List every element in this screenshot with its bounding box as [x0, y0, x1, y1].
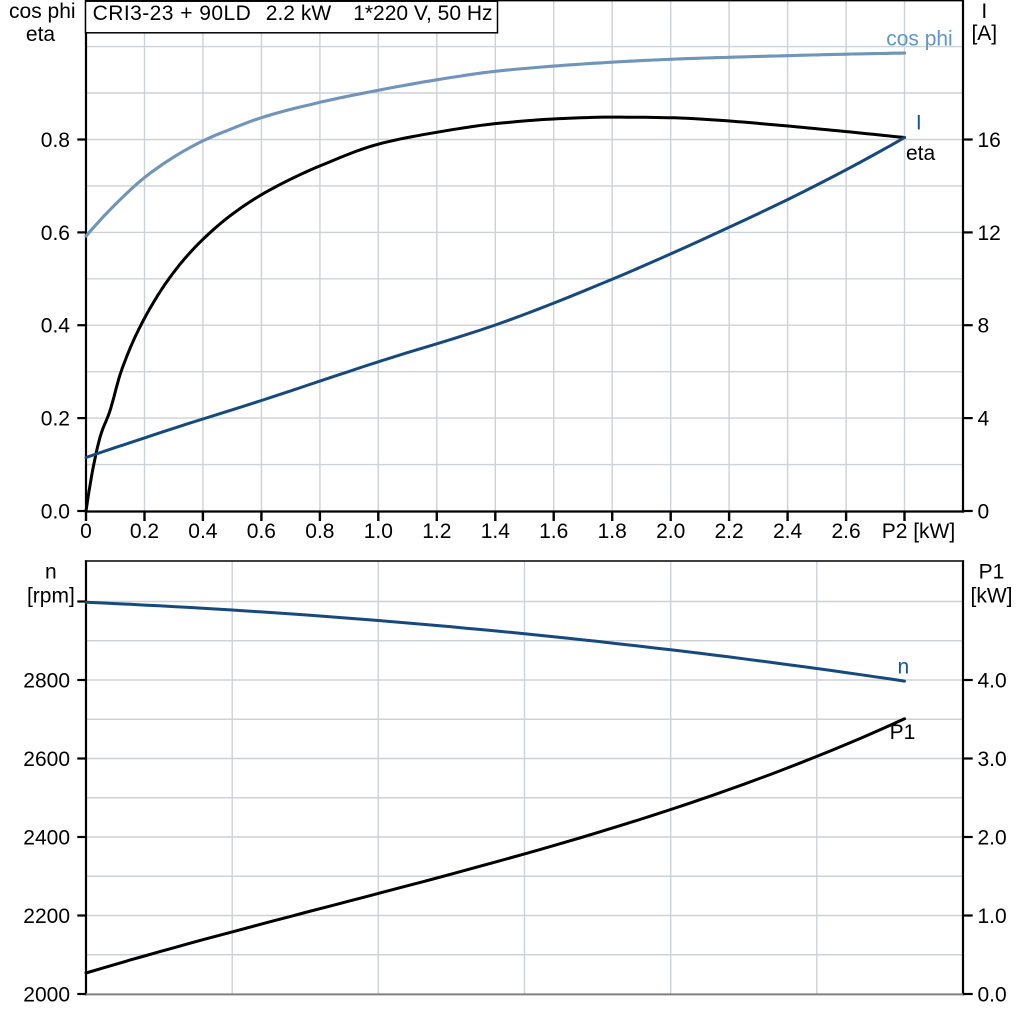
svg-text:1*220 V, 50 Hz: 1*220 V, 50 Hz: [353, 2, 492, 25]
svg-text:0.4: 0.4: [41, 315, 71, 338]
svg-text:cos phi: cos phi: [9, 0, 76, 23]
svg-text:n: n: [45, 560, 57, 583]
svg-text:4.0: 4.0: [978, 670, 1007, 693]
svg-text:8: 8: [978, 315, 990, 338]
svg-text:0.4: 0.4: [188, 520, 218, 543]
svg-text:2.2: 2.2: [714, 520, 743, 543]
svg-text:2.4: 2.4: [773, 520, 803, 543]
svg-text:0.0: 0.0: [978, 984, 1007, 1007]
svg-text:cos phi: cos phi: [886, 27, 953, 50]
svg-text:CRI3-23 + 90LD: CRI3-23 + 90LD: [93, 2, 252, 25]
svg-text:2400: 2400: [23, 827, 70, 850]
svg-text:n: n: [897, 655, 909, 678]
svg-text:[kW]: [kW]: [971, 585, 1013, 608]
svg-text:eta: eta: [26, 23, 56, 46]
svg-text:2800: 2800: [23, 670, 70, 693]
svg-text:1.2: 1.2: [422, 520, 451, 543]
svg-text:0: 0: [80, 520, 92, 543]
svg-text:2.2 kW: 2.2 kW: [266, 2, 332, 25]
svg-text:0.2: 0.2: [130, 520, 159, 543]
svg-text:P2 [kW]: P2 [kW]: [882, 520, 956, 543]
svg-text:0.6: 0.6: [41, 222, 70, 245]
svg-text:I: I: [981, 0, 987, 23]
svg-text:2600: 2600: [23, 748, 70, 771]
svg-text:0: 0: [978, 501, 990, 524]
svg-text:[A]: [A]: [971, 22, 997, 45]
svg-text:16: 16: [978, 129, 1001, 152]
svg-text:0.8: 0.8: [305, 520, 334, 543]
svg-text:1.0: 1.0: [364, 520, 393, 543]
svg-text:1.4: 1.4: [481, 520, 511, 543]
svg-text:2000: 2000: [23, 984, 70, 1007]
svg-text:2.0: 2.0: [978, 827, 1007, 850]
svg-text:I: I: [916, 112, 922, 135]
svg-text:[rpm]: [rpm]: [27, 584, 75, 607]
svg-text:2.0: 2.0: [656, 520, 685, 543]
svg-text:3.0: 3.0: [978, 748, 1007, 771]
svg-text:P1: P1: [979, 561, 1005, 584]
svg-text:0.0: 0.0: [41, 501, 70, 524]
svg-text:eta: eta: [906, 142, 936, 165]
svg-text:2200: 2200: [23, 905, 70, 928]
svg-text:P1: P1: [890, 721, 916, 744]
svg-text:0.6: 0.6: [247, 520, 276, 543]
svg-text:1.8: 1.8: [598, 520, 627, 543]
svg-text:0.2: 0.2: [41, 408, 70, 431]
svg-text:2.6: 2.6: [831, 520, 860, 543]
svg-text:0.8: 0.8: [41, 129, 70, 152]
svg-text:12: 12: [978, 222, 1001, 245]
svg-text:1.0: 1.0: [978, 905, 1007, 928]
svg-text:1.6: 1.6: [539, 520, 568, 543]
svg-text:4: 4: [978, 408, 990, 431]
